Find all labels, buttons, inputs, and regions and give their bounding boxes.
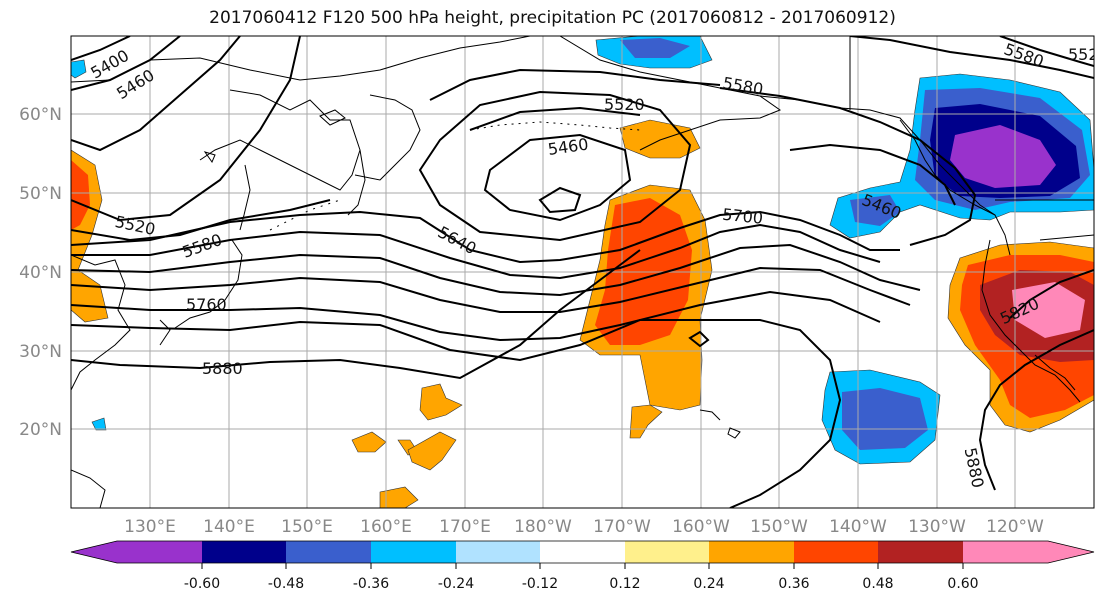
coastlines bbox=[71, 36, 1094, 508]
contour-label: 5760 bbox=[186, 295, 227, 314]
lat-label: 40°N bbox=[19, 263, 62, 283]
lon-label: 160°E bbox=[360, 517, 412, 537]
gridlines bbox=[71, 36, 1094, 508]
colorbar-tick-label: -0.24 bbox=[438, 576, 474, 592]
colorbar-tick-label: 0.48 bbox=[862, 576, 893, 592]
colorbar-box bbox=[625, 541, 709, 563]
colorbar-tick-label: -0.12 bbox=[522, 576, 558, 592]
contour-label: 5700 bbox=[721, 205, 763, 228]
colorbar-extend-high bbox=[1048, 541, 1094, 563]
contour-label: 5520 bbox=[604, 95, 645, 114]
colorbar-box bbox=[456, 541, 540, 563]
lat-label: 30°N bbox=[19, 342, 62, 362]
colorbar-tick-label: 0.36 bbox=[778, 576, 809, 592]
colorbar-tick-label: -0.36 bbox=[353, 576, 389, 592]
lon-label: 140°E bbox=[203, 517, 255, 537]
colorbar-tick-label: 0.24 bbox=[693, 576, 724, 592]
colorbar: -0.60 -0.48 -0.36 -0.24 -0.12 0.12 0.24 … bbox=[70, 540, 1095, 592]
lon-label: 180°W bbox=[514, 517, 572, 537]
lon-label: 150°W bbox=[750, 517, 808, 537]
longitude-labels: 130°E 140°E 150°E 160°E 170°E 180°W 170°… bbox=[124, 517, 1044, 537]
colorbar-tick-label: 0.60 bbox=[947, 576, 978, 592]
colorbar-box bbox=[202, 541, 286, 563]
colorbar-box bbox=[878, 541, 963, 563]
lon-label: 150°E bbox=[281, 517, 333, 537]
latitude-labels: 60°N 50°N 40°N 30°N 20°N bbox=[19, 105, 62, 440]
contour-label: 5880 bbox=[202, 359, 243, 378]
colorbar-box bbox=[709, 541, 794, 563]
lon-label: 140°W bbox=[829, 517, 887, 537]
colorbar-tick-label: -0.60 bbox=[184, 576, 220, 592]
lat-label: 60°N bbox=[19, 105, 62, 125]
colorbar-tick-label: 0.12 bbox=[609, 576, 640, 592]
map-border bbox=[70, 35, 1095, 509]
colorbar-tick-label: -0.48 bbox=[268, 576, 304, 592]
lon-label: 170°E bbox=[439, 517, 491, 537]
lon-label: 130°W bbox=[908, 517, 966, 537]
height-contours bbox=[71, 36, 1094, 508]
lon-label: 160°W bbox=[672, 517, 730, 537]
colorbar-box bbox=[371, 541, 456, 563]
colorbar-box bbox=[963, 541, 1048, 563]
lat-label: 20°N bbox=[19, 420, 62, 440]
lon-label: 170°W bbox=[593, 517, 651, 537]
colorbar-box bbox=[117, 541, 202, 563]
lon-label: 120°W bbox=[986, 517, 1044, 537]
lon-label: 130°E bbox=[124, 517, 176, 537]
colorbar-box bbox=[794, 541, 878, 563]
lat-label: 50°N bbox=[19, 184, 62, 204]
map-title: 2017060412 F120 500 hPa height, precipit… bbox=[209, 8, 896, 28]
contour-label: 5520 bbox=[1068, 45, 1105, 64]
colorbar-extend-low bbox=[71, 541, 117, 563]
colorbar-box bbox=[540, 541, 625, 563]
colorbar-box bbox=[286, 541, 371, 563]
